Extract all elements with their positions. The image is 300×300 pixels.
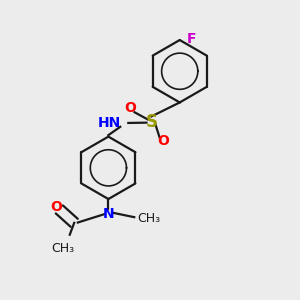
Text: O: O bbox=[158, 134, 169, 148]
Text: F: F bbox=[186, 32, 196, 46]
Text: N: N bbox=[103, 207, 114, 221]
Text: S: S bbox=[146, 113, 158, 131]
Text: O: O bbox=[125, 101, 136, 116]
Text: HN: HN bbox=[98, 116, 121, 130]
Text: CH₃: CH₃ bbox=[137, 212, 160, 225]
Text: CH₃: CH₃ bbox=[51, 242, 74, 254]
Text: O: O bbox=[50, 200, 62, 214]
